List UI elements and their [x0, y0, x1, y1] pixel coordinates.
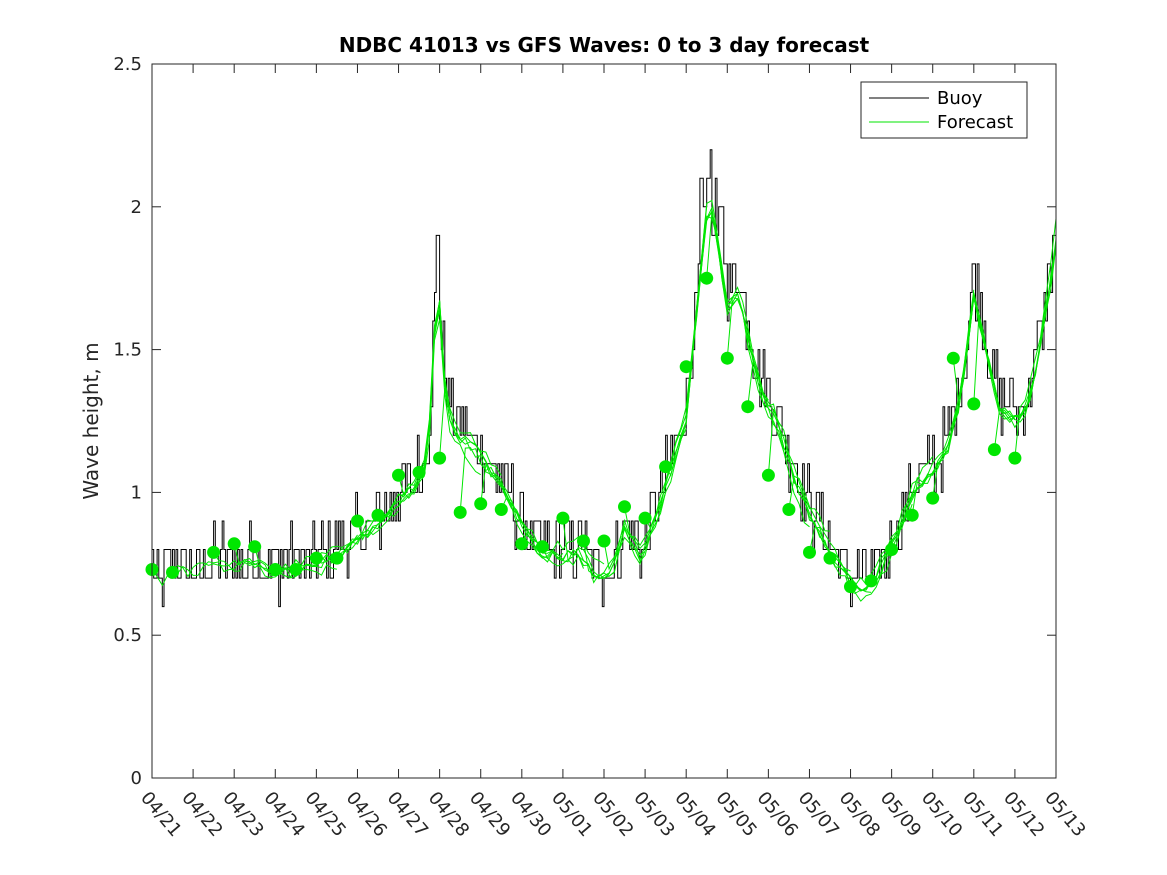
forecast-marker — [412, 465, 426, 479]
forecast-line — [295, 477, 420, 573]
forecast-line — [541, 492, 667, 578]
y-axis-ticks: 0 0.5 1 1.5 2 2.5 — [113, 54, 1056, 789]
forecast-marker — [864, 574, 878, 588]
forecast-marker — [309, 551, 323, 565]
forecast-marker — [474, 497, 488, 511]
forecast-marker — [453, 505, 467, 519]
forecast-marker — [166, 565, 179, 579]
forecast-marker — [577, 534, 590, 548]
y-tick-label: 2 — [131, 197, 142, 218]
forecast-line — [685, 215, 810, 528]
y-tick-label: 1 — [131, 482, 142, 503]
forecast-line — [583, 205, 708, 580]
forecast-marker — [946, 351, 960, 365]
forecast-marker — [1008, 451, 1022, 465]
forecast-line — [706, 212, 831, 532]
chart-title: NDBC 41013 vs GFS Waves: 0 to 3 day fore… — [339, 33, 870, 57]
y-tick-label: 0.5 — [113, 625, 142, 646]
plot-area — [152, 64, 1056, 778]
forecast-marker — [700, 271, 714, 285]
forecast-line — [1014, 218, 1057, 459]
forecast-marker — [371, 508, 385, 522]
forecast-marker — [556, 511, 570, 525]
forecast-marker — [679, 360, 693, 374]
y-tick-label: 1.5 — [113, 340, 142, 361]
forecast-marker — [659, 460, 673, 474]
legend: Buoy Forecast — [860, 81, 1028, 139]
legend-label: Forecast — [937, 112, 1013, 133]
forecast-marker — [987, 443, 1001, 457]
forecast-marker — [741, 400, 755, 414]
forecast-line — [357, 319, 481, 541]
forecast-marker — [967, 397, 981, 411]
forecast-marker — [227, 537, 241, 551]
forecast-marker — [905, 508, 919, 522]
y-axis-label: Wave height, m — [79, 342, 103, 499]
forecast-marker — [433, 451, 447, 465]
forecast-marker — [248, 540, 262, 554]
forecast-line — [993, 245, 1057, 450]
forecast-marker — [926, 491, 940, 505]
legend-box — [860, 81, 1028, 139]
forecast-line — [459, 447, 584, 569]
forecast-marker — [638, 511, 652, 525]
forecast-marker — [597, 534, 611, 548]
forecast-marker — [268, 563, 282, 576]
forecast-marker — [351, 514, 364, 528]
forecast-marker — [844, 580, 857, 594]
y-tick-label: 2.5 — [113, 54, 142, 75]
forecast-marker — [515, 537, 529, 551]
forecast-marker — [782, 503, 796, 516]
y-tick-label: 0 — [131, 768, 142, 789]
forecast-marker — [885, 543, 899, 556]
forecast-line — [213, 552, 338, 579]
forecast-markers — [145, 271, 1022, 594]
forecast-marker — [289, 563, 303, 576]
forecast-line — [911, 295, 1036, 516]
forecast-line — [870, 292, 995, 582]
forecast-line — [500, 496, 625, 577]
forecast-line — [973, 246, 1057, 418]
forecast-marker — [207, 545, 221, 559]
forecast-marker — [330, 551, 344, 565]
forecast-marker — [494, 503, 508, 516]
forecast-marker — [720, 351, 734, 365]
forecast-line — [562, 428, 687, 584]
forecast-marker — [761, 468, 775, 482]
forecast-marker — [392, 468, 405, 482]
forecast-marker — [618, 500, 631, 514]
forecast-marker — [823, 551, 837, 565]
forecast-marker — [535, 540, 549, 554]
legend-label: Buoy — [937, 88, 983, 109]
forecast-marker — [803, 545, 816, 559]
